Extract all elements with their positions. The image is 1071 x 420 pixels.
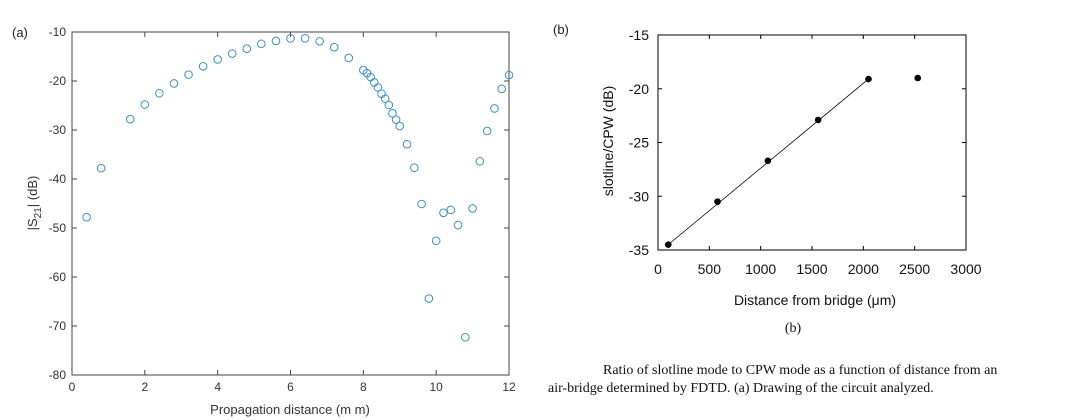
chart-a-point (384, 100, 394, 110)
panel-b-bottom-label: (b) (785, 321, 802, 336)
chart-b-ytick-label: -25 (629, 135, 649, 151)
chart-a-point (446, 205, 456, 215)
chart-b-xtick-label: 2000 (848, 261, 879, 277)
caption-line-1: Ratio of slotline mode to CPW mode as a … (603, 363, 998, 378)
chart-a-point (344, 53, 354, 63)
chart-a-point (300, 34, 310, 43)
chart-b-xlabel: Distance from bridge (μm) (734, 292, 896, 308)
chart-a-point (242, 44, 252, 53)
chart-b-xtick-label: 500 (698, 261, 722, 277)
chart-a-point (395, 121, 405, 131)
chart-a-point (388, 109, 397, 118)
chart-b-point (914, 74, 922, 82)
chart-b-ytick-label: -15 (629, 27, 649, 43)
chart-b-ylabel: slotline/CPW (dB) (600, 86, 616, 196)
chart-a-point (431, 236, 441, 246)
chart-a-ylabel-main: |S (25, 218, 40, 230)
chart-a-point (453, 220, 463, 230)
chart-b-point (814, 116, 822, 124)
chart-a-point (271, 36, 281, 46)
chart-a-point (402, 139, 412, 149)
chart-a-ytick-label: -80 (49, 368, 67, 382)
chart-a-xtick-label: 0 (69, 380, 76, 394)
chart-a-point (286, 34, 295, 43)
chart-a-point (468, 204, 477, 213)
chart-b-xtick-label: 3000 (950, 261, 981, 277)
chart-a-ytick-label: -50 (49, 221, 67, 235)
chart-b-xtick-label: 1000 (745, 261, 776, 277)
chart-a-ytick-label: -20 (49, 74, 67, 88)
chart-a-ytick-label: -30 (49, 123, 67, 137)
chart-b-xtick-label: 2500 (899, 261, 930, 277)
chart-a-xlabel: Propagation distance (m m) (210, 402, 370, 417)
chart-a-point (497, 84, 507, 94)
chart-a-xtick-label: 8 (360, 380, 367, 394)
chart-a-point (257, 39, 266, 49)
chart-a-point (461, 332, 470, 342)
chart-a-point (391, 115, 401, 125)
chart-a-xtick-label: 12 (502, 380, 516, 394)
chart-b-point (714, 198, 721, 205)
chart-b-xtick-label: 1500 (796, 261, 827, 277)
chart-a: 0 2 4 6 8 10 12 -10 -20 -30 -40 -50 -60 -70 -80 (49, 25, 516, 394)
chart-a-point (424, 294, 434, 303)
chart-a-point (96, 163, 106, 173)
chart-a-point (198, 62, 208, 71)
chart-a-point (439, 208, 448, 218)
chart-a-point (490, 104, 499, 113)
chart-a-point (329, 42, 339, 52)
chart-a-xtick-label: 4 (214, 380, 221, 394)
panel-b-label: (b) (553, 22, 569, 37)
chart-a-point (227, 49, 237, 58)
chart-b-ytick-label: -30 (629, 188, 649, 204)
chart-b-xtick-label: 0 (654, 261, 662, 277)
chart-b-point (764, 157, 772, 165)
chart-a-frame (71, 31, 510, 376)
chart-a-ylabel-sub: 21 (33, 207, 44, 219)
chart-a-point (380, 94, 390, 103)
chart-a-point (315, 37, 324, 46)
chart-b-point (664, 241, 672, 248)
chart-a-ytick-label: -70 (49, 319, 67, 333)
chart-a-point (184, 70, 193, 79)
chart-a-point (169, 79, 179, 88)
chart-b-ytick-label: -35 (629, 242, 649, 258)
chart-a-point (155, 88, 164, 98)
chart-a-point (125, 114, 135, 124)
chart-b-point (865, 75, 872, 83)
chart-a-point (417, 199, 426, 209)
chart-a-point (213, 55, 222, 64)
chart-a-ytick-label: -10 (49, 25, 67, 39)
chart-b-ytick-label: -20 (629, 81, 649, 97)
caption-line-2: air-bridge determined by FDTD. (a) Drawi… (548, 381, 934, 396)
chart-a-xtick-label: 2 (141, 380, 148, 394)
chart-b: 0 500 1000 1500 2000 2500 3000 -15 -20 -25 -30 -35 (629, 27, 982, 277)
chart-a-point (373, 83, 383, 92)
chart-a-point (82, 212, 91, 222)
chart-a-xtick-label: 6 (287, 380, 294, 394)
figure-caption: Ratio of slotline mode to CPW mode as a … (548, 362, 1063, 398)
chart-a-ytick-label: -40 (49, 172, 67, 186)
chart-b-frame (657, 34, 967, 251)
chart-a-point (475, 157, 485, 166)
chart-a-ytick-label: -60 (49, 270, 67, 284)
chart-a-ylabel-end: | (dB) (25, 176, 40, 208)
chart-a-point (482, 126, 492, 136)
chart-a-point (504, 70, 514, 80)
panel-a-label: (a) (12, 25, 28, 40)
chart-a-xtick-label: 10 (429, 380, 443, 394)
chart-a-ylabel: |S21| (dB) (25, 176, 44, 231)
chart-a-point (140, 100, 150, 109)
chart-a-point (410, 163, 419, 173)
